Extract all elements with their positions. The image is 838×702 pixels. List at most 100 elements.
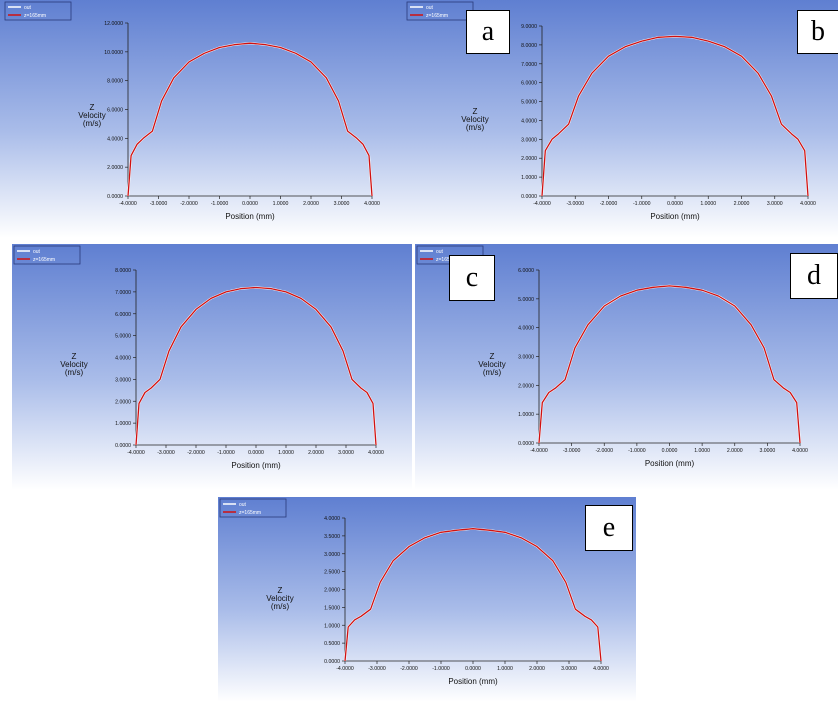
legend-label: out <box>426 5 434 11</box>
legend-label: z=165mm <box>33 257 55 263</box>
legend-label: z=165mm <box>239 510 261 516</box>
series-line-z165mm <box>127 42 373 197</box>
y-tick-label: 2.0000 <box>521 156 537 162</box>
y-tick-label: 2.0000 <box>324 588 340 594</box>
series-line-z165mm <box>344 528 602 662</box>
x-tick-label: -2.0000 <box>595 448 613 454</box>
y-tick-label: 1.0000 <box>518 412 534 418</box>
y-tick-label: 1.5000 <box>324 605 340 611</box>
y-axis-title: (m/s) <box>271 602 290 611</box>
x-tick-label: 3.0000 <box>334 201 350 207</box>
panel-label-e: e <box>585 505 633 551</box>
x-tick-label: 1.0000 <box>278 450 294 456</box>
y-axis-title: Z <box>490 352 495 361</box>
x-tick-label: -1.0000 <box>432 666 450 672</box>
y-tick-label: 6.0000 <box>518 268 534 274</box>
y-tick-label: 8.0000 <box>521 43 537 49</box>
y-tick-label: 5.0000 <box>521 100 537 106</box>
y-tick-label: 2.0000 <box>518 383 534 389</box>
x-tick-label: 1.0000 <box>273 201 289 207</box>
x-tick-label: 2.0000 <box>727 448 743 454</box>
y-axis-title: Z <box>72 352 77 361</box>
x-tick-label: 0.0000 <box>242 201 258 207</box>
x-tick-label: -1.0000 <box>633 201 651 207</box>
y-tick-label: 6.0000 <box>521 81 537 87</box>
x-tick-label: -4.0000 <box>533 201 551 207</box>
chart-panel-a: out z=165mm 0.0000 2.0000 4.0000 6.0000 8.0000… <box>0 0 417 238</box>
legend-label: z=165mm <box>426 13 448 19</box>
x-tick-label: 3.0000 <box>759 448 775 454</box>
y-tick-label: 7.0000 <box>521 62 537 68</box>
x-tick-label: -3.0000 <box>566 201 584 207</box>
x-tick-label: -3.0000 <box>150 201 168 207</box>
y-axis-title: (m/s) <box>83 119 102 128</box>
y-tick-label: 0.0000 <box>115 443 131 449</box>
x-tick-label: 0.0000 <box>465 666 481 672</box>
y-tick-label: 1.0000 <box>324 623 340 629</box>
plot-background <box>218 497 636 702</box>
x-tick-label: 2.0000 <box>308 450 324 456</box>
x-tick-label: -1.0000 <box>628 448 646 454</box>
y-tick-label: 0.0000 <box>324 659 340 665</box>
x-tick-label: -2.0000 <box>180 201 198 207</box>
chart-panel-e: out z=165mm 0.0000 0.5000 1.0000 1.5000 2.0000… <box>218 497 636 702</box>
chart-panel-c: out z=165mm 0.0000 1.0000 2.0000 3.0000 4.0000… <box>12 244 412 490</box>
series-line-z165mm <box>135 286 377 446</box>
x-tick-label: -2.0000 <box>400 666 418 672</box>
y-tick-label: 5.0000 <box>115 334 131 340</box>
y-tick-label: 2.0000 <box>107 165 123 171</box>
y-tick-label: 4.0000 <box>518 326 534 332</box>
series-line-z165mm <box>541 35 809 197</box>
x-axis-title: Position (mm) <box>645 459 695 468</box>
x-tick-label: -2.0000 <box>600 201 618 207</box>
y-tick-label: 2.5000 <box>324 570 340 576</box>
x-tick-label: 0.0000 <box>667 201 683 207</box>
series-line-z165mm <box>538 285 801 444</box>
y-tick-label: 0.0000 <box>518 441 534 447</box>
y-axis-title: Velocity <box>266 594 294 603</box>
x-tick-label: 2.0000 <box>303 201 319 207</box>
x-tick-label: -1.0000 <box>211 201 229 207</box>
y-tick-label: 2.0000 <box>115 399 131 405</box>
x-tick-label: 4.0000 <box>593 666 609 672</box>
y-tick-label: 0.0000 <box>521 194 537 200</box>
y-tick-label: 12.0000 <box>104 21 123 27</box>
plot-background <box>12 244 412 490</box>
legend: out z=165mm <box>219 498 287 518</box>
y-axis-title: (m/s) <box>466 123 485 132</box>
x-tick-label: 1.0000 <box>694 448 710 454</box>
y-tick-label: 4.0000 <box>115 356 131 362</box>
legend: out z=165mm <box>13 245 81 265</box>
y-tick-label: 1.0000 <box>115 421 131 427</box>
legend: out z=165mm <box>4 1 72 21</box>
chart-svg-e: out z=165mm 0.0000 0.5000 1.0000 1.5000 2.0000… <box>218 497 636 702</box>
x-axis-title: Position (mm) <box>231 461 281 470</box>
y-tick-label: 10.0000 <box>104 50 123 56</box>
y-tick-label: 3.0000 <box>518 355 534 361</box>
y-axis-title: Velocity <box>478 360 506 369</box>
x-tick-label: 3.0000 <box>338 450 354 456</box>
y-tick-label: 0.5000 <box>324 641 340 647</box>
y-axis-title: Z <box>278 586 283 595</box>
x-tick-label: -1.0000 <box>217 450 235 456</box>
y-tick-label: 3.0000 <box>521 137 537 143</box>
y-axis-title: (m/s) <box>65 368 84 377</box>
x-axis-title: Position (mm) <box>225 212 275 221</box>
x-tick-label: 1.0000 <box>700 201 716 207</box>
y-tick-label: 0.0000 <box>107 194 123 200</box>
y-tick-label: 4.0000 <box>107 136 123 142</box>
y-tick-label: 8.0000 <box>107 79 123 85</box>
y-tick-label: 3.5000 <box>324 534 340 540</box>
legend-label: out <box>436 249 444 255</box>
chart-svg-c: out z=165mm 0.0000 1.0000 2.0000 3.0000 4.0000… <box>12 244 412 490</box>
y-tick-label: 3.0000 <box>324 552 340 558</box>
y-axis-title: (m/s) <box>483 368 502 377</box>
x-tick-label: 3.0000 <box>561 666 577 672</box>
x-tick-label: 0.0000 <box>662 448 678 454</box>
x-tick-label: 2.0000 <box>734 201 750 207</box>
x-tick-label: 4.0000 <box>368 450 384 456</box>
y-tick-label: 8.0000 <box>115 268 131 274</box>
y-tick-label: 3.0000 <box>115 377 131 383</box>
x-tick-label: -4.0000 <box>119 201 137 207</box>
x-axis-title: Position (mm) <box>448 677 498 686</box>
